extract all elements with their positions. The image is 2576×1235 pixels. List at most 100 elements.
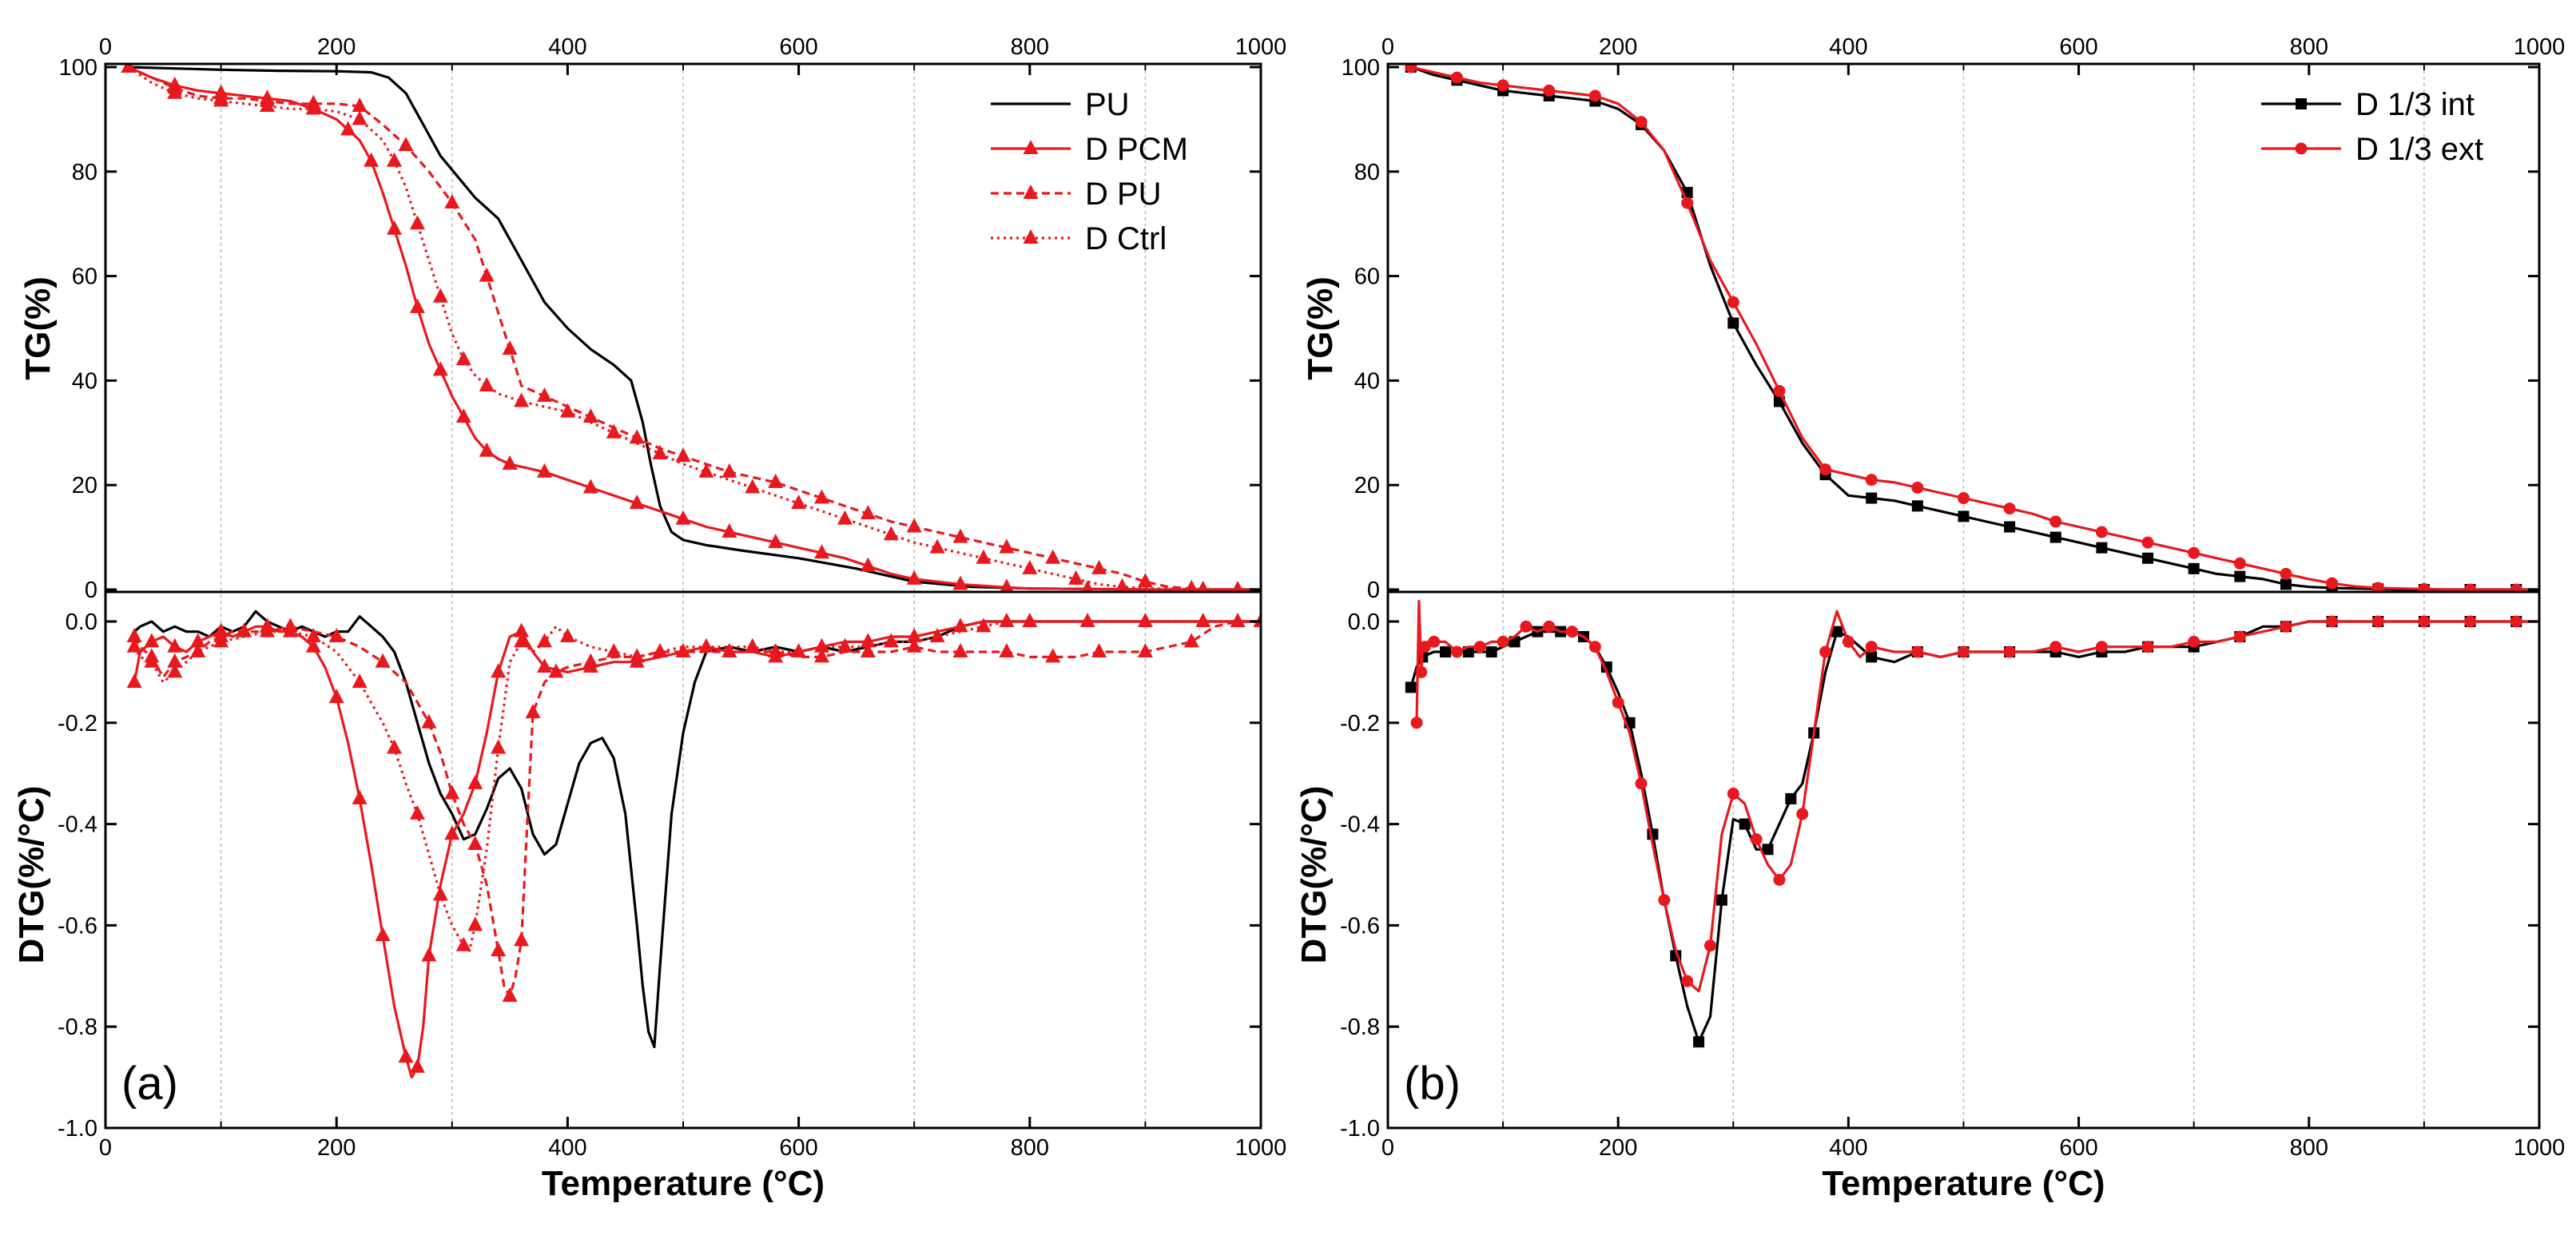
dtg-data-point bbox=[2003, 645, 2016, 658]
dtg-data-point bbox=[652, 643, 668, 658]
dtg-line-d-1-3-ext bbox=[1415, 599, 2539, 993]
tg-line-d-ctrl bbox=[128, 66, 1261, 591]
x-tick-label-top: 1000 bbox=[1235, 34, 1287, 60]
dtg-y-tick-label: -1.0 bbox=[58, 1116, 97, 1142]
dtg-data-point bbox=[398, 1048, 414, 1063]
tg-data-point bbox=[814, 489, 830, 504]
dtg-y-tick-label: -0.8 bbox=[1340, 1015, 1380, 1040]
x-tick-label-top: 800 bbox=[2290, 34, 2328, 60]
dtg-data-point bbox=[629, 648, 645, 663]
dtg-y-tick-label: 0.0 bbox=[1348, 610, 1380, 635]
dtg-data-point bbox=[1865, 641, 1878, 653]
dtg-data-point bbox=[502, 987, 518, 1003]
legend-label: D PCM bbox=[1085, 132, 1188, 167]
dtg-data-point bbox=[1612, 696, 1624, 709]
dtg-data-point bbox=[1635, 777, 1648, 790]
tg-y-tick-label: 80 bbox=[72, 160, 97, 185]
dtg-data-point bbox=[1045, 648, 1061, 663]
tg-data-point bbox=[1819, 463, 1832, 476]
legend-marker bbox=[2296, 98, 2307, 109]
tg-data-point bbox=[791, 494, 807, 510]
panel-label: (a) bbox=[121, 1058, 178, 1110]
dtg-data-point bbox=[444, 825, 460, 840]
dtg-data-point bbox=[814, 637, 830, 653]
legend-marker bbox=[1023, 185, 1039, 199]
x-tick-label-top: 400 bbox=[548, 34, 586, 60]
dtg-data-point bbox=[514, 633, 530, 648]
dtg-data-point bbox=[1091, 643, 1107, 658]
tg-data-point bbox=[1450, 71, 1463, 84]
tg-series-group bbox=[121, 64, 1261, 592]
dtg-data-point bbox=[536, 658, 552, 673]
dtg-data-point bbox=[1911, 645, 1924, 658]
dtg-data-point bbox=[1842, 635, 1854, 648]
panel-b: 0 0 200 200 400 400 600 600 800 800 1000 1000 0 20 40 6… bbox=[1294, 34, 2565, 1203]
x-tick-label: 200 bbox=[1599, 1135, 1637, 1161]
dtg-data-point bbox=[2095, 641, 2108, 653]
dtg-data-point bbox=[1681, 975, 1694, 987]
dtg-data-point bbox=[1428, 635, 1441, 648]
dtg-data-point bbox=[1440, 646, 1452, 658]
tg-data-point bbox=[768, 534, 784, 549]
dtg-data-point bbox=[491, 739, 507, 754]
x-axis-title: Temperature (°C) bbox=[542, 1164, 825, 1203]
x-tick-label-top: 800 bbox=[1011, 34, 1049, 60]
tg-y-tick-label: 80 bbox=[1354, 160, 1380, 185]
dtg-data-point bbox=[2049, 641, 2062, 653]
dtg-data-point bbox=[167, 637, 183, 653]
dtg-data-point bbox=[409, 1058, 425, 1073]
tg-data-point bbox=[1588, 89, 1601, 102]
dtg-y-tick-label: -0.2 bbox=[1340, 711, 1380, 737]
tg-data-point bbox=[536, 463, 552, 478]
dtg-data-point bbox=[2371, 615, 2384, 628]
tg-data-point bbox=[432, 361, 448, 376]
dtg-data-point bbox=[1727, 788, 1739, 800]
dtg-y-tick-label: -0.4 bbox=[58, 812, 97, 838]
tg-data-point bbox=[629, 429, 645, 444]
tg-data-point bbox=[536, 387, 552, 403]
tg-data-point bbox=[352, 110, 368, 125]
dtg-data-point bbox=[1866, 651, 1878, 663]
dtg-data-point bbox=[2141, 641, 2154, 653]
tg-data-point bbox=[1773, 384, 1786, 397]
tg-data-point bbox=[455, 408, 471, 423]
dtg-data-point bbox=[722, 643, 737, 658]
tg-data-point bbox=[976, 549, 992, 564]
tg-data-point bbox=[2188, 562, 2200, 574]
tg-data-point bbox=[121, 64, 137, 73]
dtg-data-point bbox=[675, 643, 691, 658]
dtg-data-point bbox=[2510, 615, 2522, 628]
tg-data-point bbox=[2049, 531, 2061, 543]
tg-data-point bbox=[1911, 481, 1924, 494]
dtg-data-point bbox=[883, 633, 899, 648]
tg-y-tick-label: 100 bbox=[59, 55, 97, 81]
dtg-data-point bbox=[860, 643, 876, 658]
tg-data-point bbox=[2326, 577, 2339, 590]
tg-data-point bbox=[502, 455, 518, 471]
dtg-data-point bbox=[1762, 844, 1774, 856]
tg-data-point bbox=[2095, 526, 2108, 538]
tg-data-point bbox=[479, 376, 495, 391]
dtg-data-point bbox=[1418, 641, 1431, 653]
tg-data-point bbox=[952, 528, 968, 543]
tg-y-tick-label: 100 bbox=[1342, 55, 1380, 81]
dtg-data-point bbox=[976, 618, 992, 633]
x-axis-title: Temperature (°C) bbox=[1822, 1164, 2105, 1203]
dtg-y-tick-label: -0.4 bbox=[1340, 812, 1380, 838]
tg-data-point bbox=[1635, 116, 1648, 129]
tg-data-point bbox=[1865, 474, 1878, 486]
x-tick-label: 1000 bbox=[2514, 1135, 2566, 1161]
dtg-data-point bbox=[467, 835, 483, 850]
tg-data-point bbox=[2280, 578, 2292, 590]
legend-marker bbox=[1023, 140, 1039, 154]
tg-data-point bbox=[2233, 557, 2246, 570]
dtg-data-point bbox=[1195, 613, 1211, 627]
tg-data-point bbox=[837, 510, 853, 525]
tg-y-axis-title: TG(%) bbox=[18, 276, 58, 380]
tg-data-point bbox=[675, 447, 691, 463]
dtg-data-point bbox=[352, 673, 368, 689]
tg-data-point bbox=[409, 298, 425, 313]
panel-a: 0 0 200 200 400 400 600 600 800 800 1000 1000 0 20 40 6… bbox=[12, 34, 1286, 1203]
dtg-data-point bbox=[126, 673, 142, 689]
dtg-data-point bbox=[514, 931, 530, 947]
